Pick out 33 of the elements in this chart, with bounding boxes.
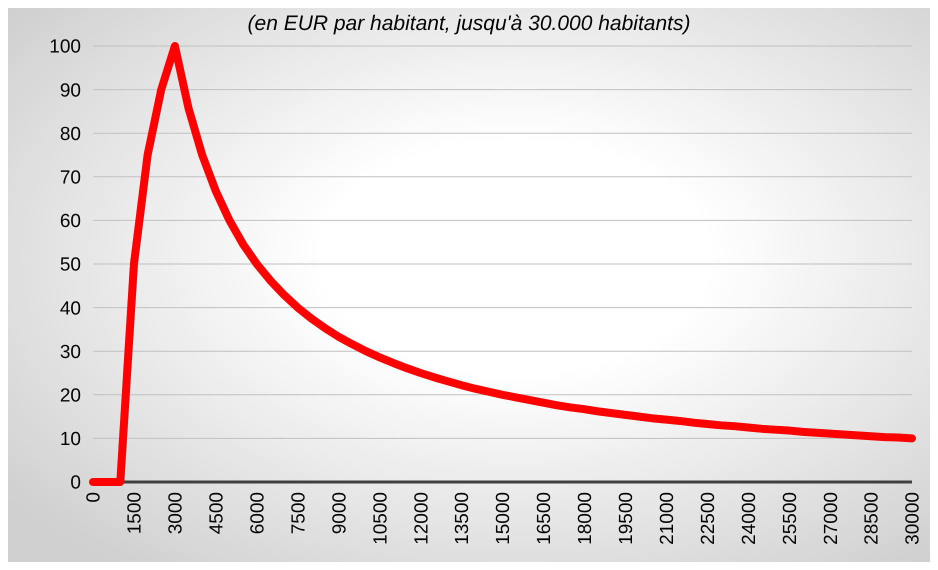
x-tick-label: 19500 <box>616 492 637 545</box>
x-tick-label: 4500 <box>206 492 228 534</box>
x-tick-label: 25500 <box>780 492 801 545</box>
y-tick-label: 70 <box>60 167 81 188</box>
x-tick-label: 16500 <box>534 492 556 545</box>
x-tick-label: 28500 <box>862 492 883 545</box>
x-tick-label: 3000 <box>166 492 187 534</box>
x-tick-label: 12000 <box>411 492 432 545</box>
x-tick-label: 15000 <box>493 492 514 545</box>
x-tick-label: 1500 <box>124 492 146 534</box>
y-tick-label: 90 <box>60 80 81 102</box>
x-tick-label: 21000 <box>656 492 678 545</box>
x-tick-label: 10500 <box>370 492 392 545</box>
x-tick-label: 24000 <box>738 492 760 545</box>
x-tick-label: 7500 <box>288 492 310 534</box>
x-tick-label: 9000 <box>329 492 350 534</box>
x-tick-label: 0 <box>84 492 105 503</box>
y-tick-label: 100 <box>49 36 81 58</box>
y-tick-label: 60 <box>60 211 81 232</box>
y-tick-label: 50 <box>60 254 81 276</box>
y-tick-label: 20 <box>60 385 81 406</box>
x-tick-label: 27000 <box>820 492 842 545</box>
x-tick-label: 18000 <box>575 492 596 545</box>
x-tick-label: 13500 <box>452 492 474 545</box>
x-tick-label: 6000 <box>247 492 268 534</box>
y-tick-label: 30 <box>60 342 81 363</box>
x-tick-label: 22500 <box>698 492 719 545</box>
y-tick-label: 10 <box>60 429 81 450</box>
chart-title: (en EUR par habitant, jusqu'à 30.000 habitants) <box>248 12 690 35</box>
y-tick-label: 40 <box>60 298 81 320</box>
x-tick-label: 30000 <box>902 492 924 545</box>
y-tick-label: 0 <box>70 472 81 494</box>
y-tick-label: 80 <box>60 124 81 145</box>
